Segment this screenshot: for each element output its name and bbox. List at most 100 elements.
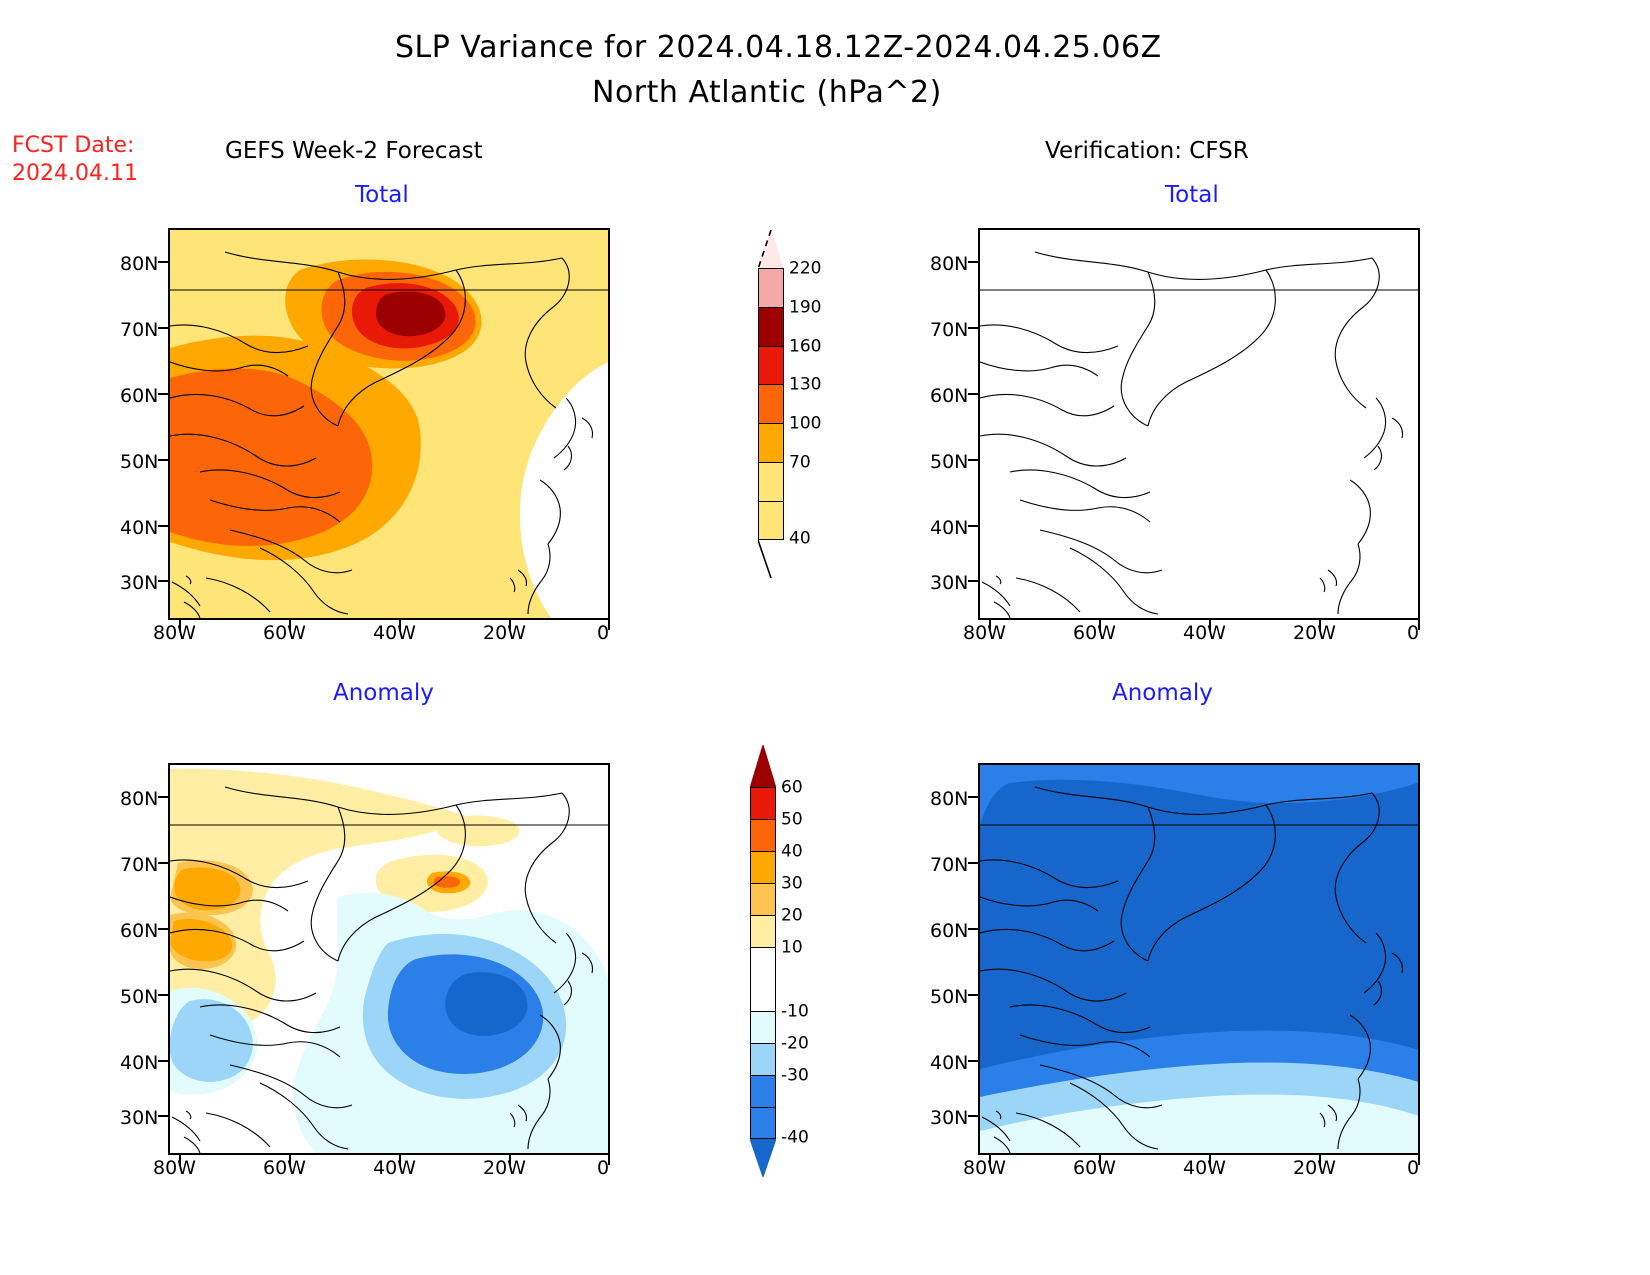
lat-tick-gefs-anom-70N: 70N — [120, 854, 159, 876]
lat-tick-cfsr-anom-70N: 70N — [930, 854, 969, 876]
colorbar-anomaly-band-60: 60 — [750, 778, 803, 819]
lat-tick-cfsr-anom-80N: 80N — [930, 788, 969, 810]
colorbar-anomaly: 60 50 40 30 20 10 -10 -20 -30 -40 — [750, 745, 809, 1177]
lon-tick-cfsr-total-60W: 60W — [1073, 622, 1116, 644]
colorbar-anomaly-band-10: 10 — [750, 938, 803, 979]
lat-tick-gefs-anom-30N: 30N — [120, 1107, 159, 1129]
lat-tick-cfsr-anom-40N: 40N — [930, 1052, 969, 1074]
lon-tick-gefs-anom-80W: 80W — [153, 1157, 196, 1179]
colorbar-anomaly-tick-10: 10 — [781, 937, 803, 958]
lon-tick-cfsr-total-0: 0 — [1407, 622, 1420, 644]
colorbar-total-tick-70: 70 — [789, 452, 811, 473]
lat-tick-cfsr-anom-60N: 60N — [930, 920, 969, 942]
lon-tick-cfsr-anom-0: 0 — [1407, 1157, 1420, 1179]
lon-tick-gefs-total-20W: 20W — [483, 622, 526, 644]
colorbar-total-band-70: 70 — [758, 453, 811, 501]
colorbar-anomaly-tick-30: 30 — [781, 873, 803, 894]
colorbar-total-band-220: 220 — [758, 259, 821, 307]
colorbar-total-band-130: 130 — [758, 375, 821, 424]
lon-tick-cfsr-anom-40W: 40W — [1183, 1157, 1226, 1179]
lon-tick-cfsr-anom-20W: 20W — [1293, 1157, 1336, 1179]
lon-tick-gefs-total-0: 0 — [597, 622, 610, 644]
colorbar-anomaly-band-30: 30 — [750, 874, 803, 915]
panel-title-top-left: Total — [355, 182, 409, 208]
colorbar-total-band-100: 100 — [758, 414, 821, 462]
lat-tick-cfsr-total-70N: 70N — [930, 319, 969, 341]
panel-title-bottom-left: Anomaly — [333, 680, 434, 706]
map-panel-gefs-total — [168, 228, 610, 620]
cfsr-total-contours — [980, 230, 1418, 618]
lon-tick-gefs-total-60W: 60W — [263, 622, 306, 644]
colorbar-anomaly-tick-20: 20 — [781, 905, 803, 926]
panel-title-top-right: Total — [1165, 182, 1219, 208]
colorbar-anomaly-band-neg10: -10 — [750, 1002, 809, 1043]
colorbar-total-band-40: 40 — [758, 500, 811, 548]
colorbar-anomaly-band-20: 20 — [750, 906, 803, 947]
chart-title-line2: North Atlantic (hPa^2) — [592, 75, 942, 110]
colorbar-anomaly-tick-50: 50 — [781, 809, 803, 830]
colorbar-anomaly-band-neg20: -20 — [750, 1034, 809, 1075]
colorbar-anomaly-band-40: 40 — [750, 842, 803, 883]
lat-tick-cfsr-total-50N: 50N — [930, 451, 969, 473]
lat-tick-gefs-anom-80N: 80N — [120, 788, 159, 810]
colorbar-total-top-arrow — [758, 230, 784, 269]
lon-tick-gefs-anom-60W: 60W — [263, 1157, 306, 1179]
lat-tick-cfsr-total-40N: 40N — [930, 517, 969, 539]
lat-tick-gefs-total-70N: 70N — [120, 319, 159, 341]
colorbar-total-tick-160: 160 — [789, 336, 822, 357]
colorbar-anomaly-band-50: 50 — [750, 810, 803, 851]
lat-tick-gefs-total-60N: 60N — [120, 385, 159, 407]
lat-tick-cfsr-total-60N: 60N — [930, 385, 969, 407]
colorbar-total: 220 190 160 130 100 70 40 — [758, 230, 821, 578]
lat-tick-cfsr-total-80N: 80N — [930, 253, 969, 275]
lat-tick-gefs-anom-60N: 60N — [120, 920, 159, 942]
colorbar-anomaly-band-zero — [750, 979, 776, 1011]
colorbar-total-tick-220: 220 — [789, 258, 822, 279]
colorbar-anomaly-top-arrow — [750, 745, 776, 788]
right-column-header: Verification: CFSR — [1045, 138, 1249, 164]
map-panel-cfsr-anomaly — [978, 763, 1420, 1155]
lat-tick-cfsr-anom-50N: 50N — [930, 986, 969, 1008]
lon-tick-gefs-total-40W: 40W — [373, 622, 416, 644]
lon-tick-gefs-anom-0: 0 — [597, 1157, 610, 1179]
colorbar-anomaly-band-neg30: -30 — [750, 1066, 809, 1107]
colorbar-total-tick-40: 40 — [789, 528, 811, 549]
left-column-header: GEFS Week-2 Forecast — [225, 138, 483, 164]
lon-tick-cfsr-total-80W: 80W — [963, 622, 1006, 644]
colorbar-total-tick-100: 100 — [789, 413, 822, 434]
lat-tick-gefs-total-80N: 80N — [120, 253, 159, 275]
colorbar-anomaly-tick-40: 40 — [781, 841, 803, 862]
colorbar-anomaly-band-neg40: -40 — [750, 1107, 809, 1148]
colorbar-anomaly-tick-neg10: -10 — [781, 1001, 809, 1022]
lat-tick-cfsr-total-30N: 30N — [930, 572, 969, 594]
lon-tick-gefs-total-80W: 80W — [153, 622, 196, 644]
cfsr-anomaly-contours — [980, 765, 1418, 1153]
lon-tick-cfsr-anom-60W: 60W — [1073, 1157, 1116, 1179]
lat-tick-cfsr-anom-30N: 30N — [930, 1107, 969, 1129]
chart-title-line1: SLP Variance for 2024.04.18.12Z-2024.04.… — [395, 30, 1162, 65]
fcst-date-block: FCST Date: 2024.04.11 — [12, 132, 138, 187]
fcst-date-label: FCST Date: — [12, 133, 135, 158]
colorbar-anomaly-tick-neg40: -40 — [781, 1127, 809, 1148]
lat-tick-gefs-anom-40N: 40N — [120, 1052, 159, 1074]
fcst-date-value: 2024.04.11 — [12, 160, 138, 186]
lat-tick-gefs-total-30N: 30N — [120, 572, 159, 594]
gefs-anomaly-contours — [170, 765, 608, 1153]
colorbar-total-band-190: 190 — [758, 297, 821, 346]
colorbar-total-band-160: 160 — [758, 336, 821, 385]
panel-title-bottom-right: Anomaly — [1112, 680, 1213, 706]
gefs-total-contours — [170, 230, 608, 618]
colorbar-total-tick-190: 190 — [789, 297, 822, 318]
colorbar-anomaly-tick-neg20: -20 — [781, 1033, 809, 1054]
lon-tick-gefs-anom-40W: 40W — [373, 1157, 416, 1179]
lat-tick-gefs-total-40N: 40N — [120, 517, 159, 539]
lat-tick-gefs-total-50N: 50N — [120, 451, 159, 473]
lon-tick-cfsr-anom-80W: 80W — [963, 1157, 1006, 1179]
map-panel-cfsr-total — [978, 228, 1420, 620]
lat-tick-gefs-anom-50N: 50N — [120, 986, 159, 1008]
colorbar-total-bottom-arrow — [758, 540, 772, 578]
colorbar-total-tick-130: 130 — [789, 374, 822, 395]
map-panel-gefs-anomaly — [168, 763, 610, 1155]
lon-tick-cfsr-total-20W: 20W — [1293, 622, 1336, 644]
